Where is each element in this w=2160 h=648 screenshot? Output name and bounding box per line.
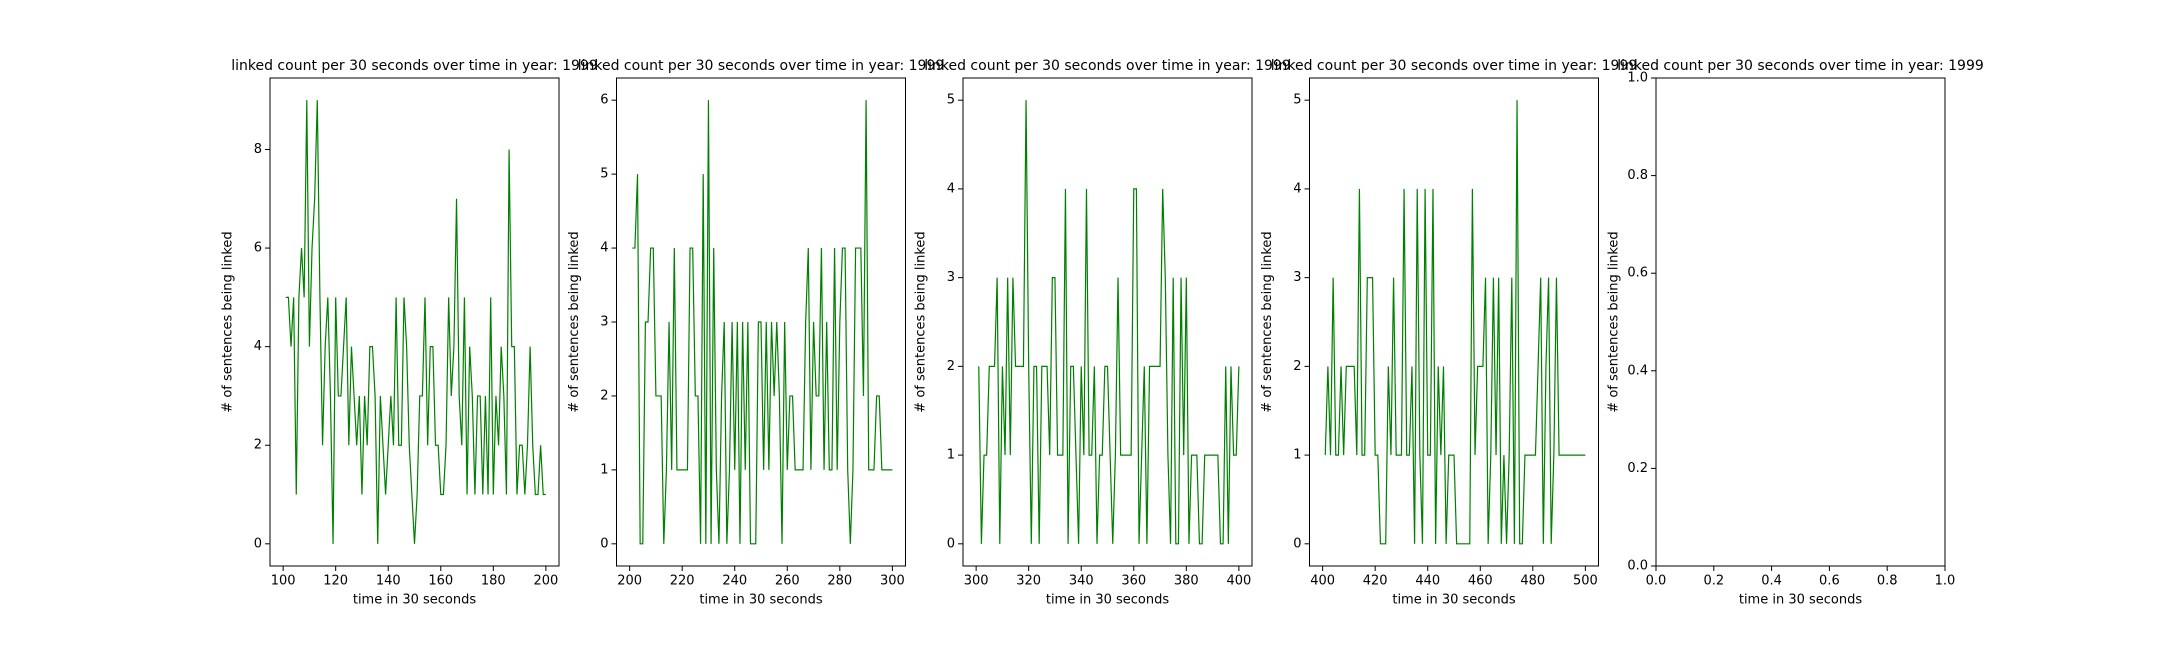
axes-frame: [269, 77, 560, 567]
x-tick-label: 0.6: [1819, 574, 1840, 589]
x-tick-label: 120: [323, 574, 348, 589]
x-tick-label: 380: [1174, 574, 1199, 589]
y-tick-label: 8: [254, 142, 262, 157]
x-axis-label: time in 30 seconds: [1739, 593, 1863, 608]
data-line: [632, 100, 893, 545]
x-tick-label: 0.8: [1877, 574, 1898, 589]
x-tick-label: 0.2: [1703, 574, 1724, 589]
chart-title: linked count per 30 seconds over time in…: [924, 58, 1291, 74]
axes-frame: [962, 77, 1253, 567]
x-tick-label: 360: [1121, 574, 1146, 589]
x-tick-label: 140: [376, 574, 401, 589]
axes-frame: [1309, 77, 1599, 567]
y-tick-label: 0: [947, 536, 955, 551]
data-line: [978, 100, 1240, 545]
x-tick-label: 0.0: [1646, 574, 1667, 589]
x-tick-label: 300: [880, 574, 905, 589]
x-tick-label: 1.0: [1935, 574, 1956, 589]
y-tick-label: 0: [254, 536, 262, 551]
y-tick-label: 3: [1293, 270, 1301, 285]
x-tick-label: 460: [1468, 574, 1493, 589]
axes-frame: [1655, 77, 1946, 567]
y-tick-label: 0.2: [1627, 461, 1648, 476]
y-axis-label: # of sentences being linked: [221, 231, 236, 412]
chart-title: linked count per 30 seconds over time in…: [231, 58, 598, 74]
y-tick-label: 4: [600, 241, 608, 256]
x-tick-label: 320: [1016, 574, 1041, 589]
y-tick-label: 5: [947, 93, 955, 108]
y-axis-label: # of sentences being linked: [1607, 231, 1622, 412]
x-tick-label: 240: [722, 574, 747, 589]
y-tick-label: 0: [1293, 536, 1301, 551]
x-axis-label: time in 30 seconds: [353, 593, 477, 608]
y-tick-label: 1: [600, 462, 608, 477]
x-axis-label: time in 30 seconds: [1392, 593, 1516, 608]
y-tick-label: 0.4: [1627, 363, 1648, 378]
y-tick-label: 6: [600, 93, 608, 108]
y-tick-label: 3: [947, 270, 955, 285]
y-tick-label: 2: [1293, 359, 1301, 374]
x-tick-label: 400: [1310, 574, 1335, 589]
y-tick-label: 5: [1293, 93, 1301, 108]
x-axis-label: time in 30 seconds: [699, 593, 823, 608]
chart-title: linked count per 30 seconds over time in…: [1271, 58, 1638, 74]
axes-frame: [616, 77, 906, 567]
data-line: [1324, 100, 1586, 545]
y-axis-label: # of sentences being linked: [914, 231, 929, 412]
y-tick-label: 5: [600, 167, 608, 182]
y-tick-label: 2: [254, 438, 262, 453]
x-tick-label: 300: [964, 574, 989, 589]
y-tick-label: 0.0: [1627, 559, 1648, 574]
y-tick-label: 4: [254, 339, 262, 354]
x-tick-label: 100: [271, 574, 296, 589]
x-tick-label: 480: [1520, 574, 1545, 589]
x-tick-label: 420: [1363, 574, 1388, 589]
x-tick-label: 200: [533, 574, 558, 589]
y-tick-label: 1: [1293, 448, 1301, 463]
x-axis-label: time in 30 seconds: [1046, 593, 1170, 608]
x-tick-label: 200: [617, 574, 642, 589]
y-tick-label: 4: [947, 181, 955, 196]
y-tick-label: 0: [600, 536, 608, 551]
x-tick-label: 180: [481, 574, 506, 589]
y-tick-label: 0.6: [1627, 266, 1648, 281]
x-tick-label: 260: [775, 574, 800, 589]
y-tick-label: 0.8: [1627, 168, 1648, 183]
x-tick-label: 280: [827, 574, 852, 589]
y-tick-label: 2: [947, 359, 955, 374]
y-axis-label: # of sentences being linked: [1260, 231, 1275, 412]
data-line: [285, 100, 546, 544]
y-tick-label: 1.0: [1627, 71, 1648, 86]
x-tick-label: 340: [1069, 574, 1094, 589]
x-tick-label: 220: [670, 574, 695, 589]
y-tick-label: 6: [254, 241, 262, 256]
y-axis-label: # of sentences being linked: [567, 231, 582, 412]
chart-title: linked count per 30 seconds over time in…: [1617, 58, 1984, 74]
x-tick-label: 500: [1573, 574, 1598, 589]
x-tick-label: 400: [1226, 574, 1251, 589]
x-tick-label: 160: [428, 574, 453, 589]
chart-title: linked count per 30 seconds over time in…: [578, 58, 945, 74]
y-tick-label: 1: [947, 448, 955, 463]
x-tick-label: 0.4: [1761, 574, 1782, 589]
y-tick-label: 2: [600, 388, 608, 403]
y-tick-label: 3: [600, 315, 608, 330]
x-tick-label: 440: [1415, 574, 1440, 589]
y-tick-label: 4: [1293, 181, 1301, 196]
